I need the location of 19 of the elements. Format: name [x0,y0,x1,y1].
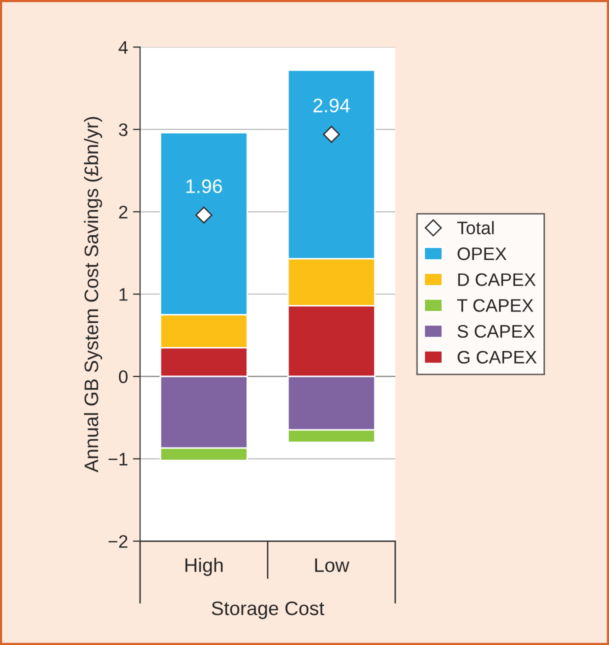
data-label: 2.94 [314,98,350,112]
legend-label: D CAPEX [458,273,536,286]
x-tick-label: High [185,558,223,576]
y-tick-label: 4 [118,41,128,54]
y-tick-label: −1 [108,452,128,466]
x-axis-title: Storage Cost [212,601,324,620]
y-axis-title: Annual GB System Cost Savings (£bn/yr) [84,117,102,472]
legend-label: OPEX [458,247,507,260]
legend-label: T CAPEX [457,299,534,312]
data-label: 1.96 [186,179,222,194]
x-tick-label: Low [315,558,350,572]
y-tick-label: 2 [119,206,128,218]
y-tick-label: −2 [108,535,128,548]
y-tick-label: 1 [120,288,128,301]
legend-label: Total [457,221,494,234]
y-tick-label: 0 [118,370,128,384]
y-tick-label: 3 [118,123,128,136]
legend-label: S CAPEX [458,324,535,338]
legend-label: G CAPEX [458,350,537,364]
